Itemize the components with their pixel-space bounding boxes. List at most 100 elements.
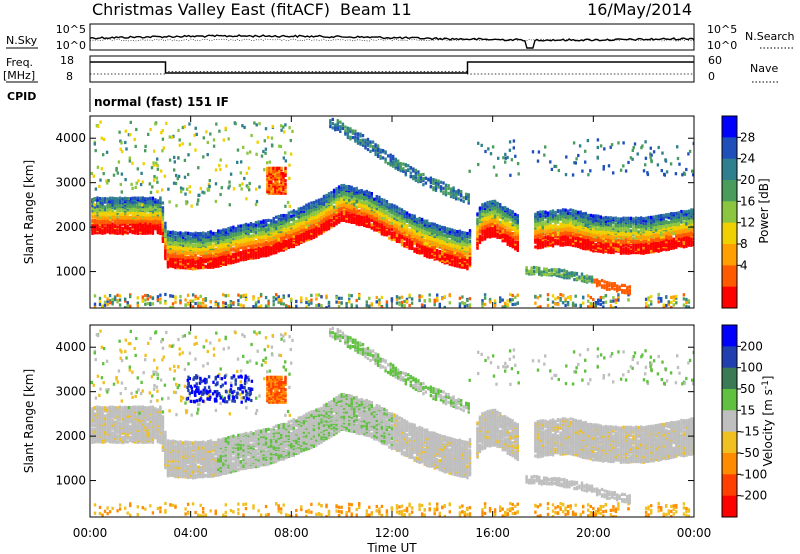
power-echo (234, 232, 238, 236)
power-echo (413, 224, 416, 228)
power-echo (171, 263, 175, 267)
power-echo (348, 185, 351, 189)
power-echo (156, 206, 160, 210)
power-echo (320, 210, 323, 214)
power-echo (108, 299, 112, 303)
power-echo (453, 258, 457, 262)
power-echo (207, 240, 210, 244)
power-echo (342, 210, 346, 214)
power-echo (239, 233, 243, 237)
power-echo (426, 221, 429, 225)
power-echo (579, 214, 582, 218)
power-echo (574, 238, 577, 242)
power-echo (506, 303, 509, 307)
power-echo (151, 228, 155, 232)
power-echo (252, 233, 255, 238)
power-echo (239, 242, 243, 246)
power-echo (174, 260, 177, 264)
power-echo (373, 225, 376, 229)
power-echo (577, 210, 580, 214)
power-echo (292, 227, 295, 232)
power-echo (209, 300, 212, 304)
power-echo (342, 197, 346, 201)
power-echo (239, 257, 243, 261)
power-echo (264, 233, 268, 237)
power-echo (181, 235, 185, 239)
power-echo (91, 209, 94, 213)
power-echo (224, 305, 227, 308)
power-echo (325, 215, 328, 219)
power-echo (322, 217, 326, 221)
power-echo (151, 225, 155, 229)
power-echo (91, 224, 94, 229)
power-echo (244, 239, 248, 243)
power-echo (212, 231, 215, 235)
power-echo (197, 236, 200, 240)
power-echo (93, 218, 97, 222)
power-echo (433, 229, 436, 233)
power-echo (544, 242, 547, 246)
power-echo (577, 236, 580, 240)
power-echo (129, 295, 132, 299)
power-echo (566, 219, 570, 223)
power-echo (269, 240, 273, 244)
power-echo (370, 223, 373, 227)
power-echo (161, 225, 165, 229)
power-echo (108, 226, 112, 230)
power-echo (446, 234, 449, 238)
power-echo (584, 240, 587, 244)
power-echo (101, 197, 104, 201)
power-echo (219, 233, 222, 237)
power-echo (551, 294, 555, 298)
power-echo (426, 228, 429, 232)
cpid-value: normal (fast) 151 IF (94, 95, 229, 109)
power-echo (257, 253, 260, 257)
power-echo (194, 241, 197, 245)
power-echo (312, 225, 316, 229)
power-echo (108, 301, 112, 305)
power-echo (126, 201, 129, 205)
power-echo (536, 235, 540, 239)
power-echo (428, 244, 431, 248)
power-echo (516, 239, 519, 243)
power-echo (546, 215, 550, 219)
power-echo (446, 259, 449, 263)
power-echo (390, 207, 394, 211)
power-echo (275, 230, 278, 235)
power-echo (373, 205, 376, 209)
power-echo (476, 238, 479, 243)
power-echo (315, 225, 318, 229)
power-echo (164, 292, 167, 297)
power-echo (134, 208, 137, 212)
power-echo (171, 252, 175, 256)
power-echo (499, 229, 502, 233)
power-echo (209, 232, 212, 236)
power-echo (345, 195, 348, 199)
power-echo (571, 239, 575, 243)
power-echo (569, 295, 572, 299)
power-echo (426, 246, 429, 250)
power-echo (232, 227, 235, 231)
power-echo (315, 233, 318, 237)
power-echo (365, 212, 368, 216)
power-echo (486, 227, 489, 231)
power-echo (131, 228, 134, 233)
power-echo (448, 249, 451, 253)
power-echo (448, 242, 451, 246)
power-echo (456, 251, 459, 255)
power-echo (423, 240, 426, 244)
power-echo (239, 240, 243, 244)
power-echo (194, 248, 197, 252)
power-echo (539, 237, 542, 241)
power-echo (186, 252, 190, 256)
power-echo (257, 297, 260, 301)
power-echo (536, 227, 540, 231)
power-echo (514, 219, 517, 223)
power-echo (136, 304, 139, 308)
power-echo (217, 244, 220, 248)
power-echo (493, 233, 497, 237)
power-echo (315, 212, 318, 216)
power-echo (159, 213, 162, 217)
power-echo (259, 231, 263, 235)
power-echo (204, 249, 207, 253)
